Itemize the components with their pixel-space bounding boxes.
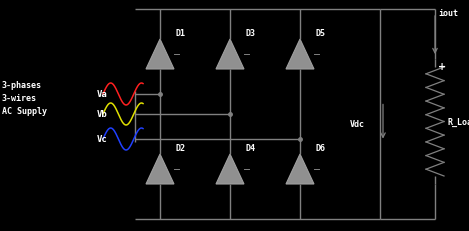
- Text: D5: D5: [316, 29, 326, 38]
- Text: 3-phases: 3-phases: [2, 81, 42, 90]
- Text: Vb: Vb: [97, 110, 108, 119]
- Text: AC Supply: AC Supply: [2, 106, 47, 116]
- Text: D3: D3: [246, 29, 256, 38]
- Polygon shape: [146, 154, 174, 184]
- Text: Vdc: Vdc: [350, 120, 365, 129]
- Polygon shape: [216, 40, 244, 70]
- Text: D1: D1: [176, 29, 186, 38]
- Text: Vc: Vc: [97, 135, 108, 144]
- Text: Va: Va: [97, 90, 108, 99]
- Text: R_Load: R_Load: [447, 117, 469, 127]
- Text: D2: D2: [176, 143, 186, 152]
- Text: 3-wires: 3-wires: [2, 94, 37, 103]
- Polygon shape: [146, 40, 174, 70]
- Text: D6: D6: [316, 143, 326, 152]
- Polygon shape: [286, 154, 314, 184]
- Polygon shape: [216, 154, 244, 184]
- Polygon shape: [286, 40, 314, 70]
- Text: iout: iout: [438, 9, 458, 18]
- Text: D4: D4: [246, 143, 256, 152]
- Text: +: +: [438, 62, 446, 72]
